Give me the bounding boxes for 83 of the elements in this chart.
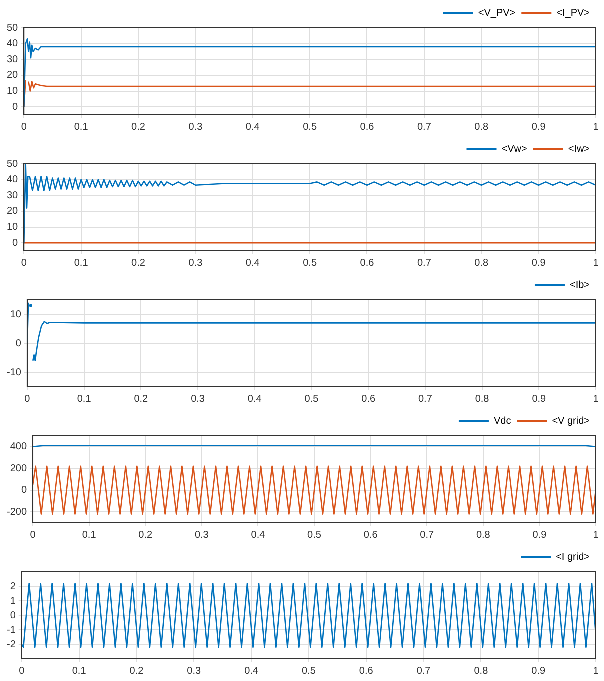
y-tick-label: 10: [7, 222, 19, 234]
legend-label: <I_PV>: [556, 8, 590, 19]
x-tick-label: 0.3: [187, 666, 202, 677]
legend-label: <V grid>: [552, 416, 590, 427]
x-tick-label: 1: [593, 394, 600, 405]
x-tick-label: 0.1: [82, 530, 97, 541]
y-tick-label: 40: [7, 174, 19, 186]
y-tick-label: 50: [7, 22, 19, 34]
x-tick-label: 0.4: [246, 258, 260, 269]
x-tick-label: 0.5: [304, 394, 320, 405]
x-tick-label: 0.7: [417, 122, 432, 133]
y-tick-label: 0: [12, 102, 19, 113]
y-tick-label: -1: [6, 624, 16, 636]
x-tick-label: 1: [593, 666, 600, 677]
y-tick-label: -10: [7, 367, 22, 378]
y-tick-label: 0: [10, 610, 16, 622]
x-tick-label: 0.6: [359, 666, 374, 677]
y-tick-label: 200: [10, 463, 28, 474]
x-tick-label: 0.9: [532, 122, 546, 133]
x-tick-label: 0.6: [360, 258, 375, 269]
x-tick-label: 0.8: [475, 394, 490, 405]
x-tick-label: 0.6: [362, 394, 376, 405]
y-tick-label: 0: [16, 338, 22, 350]
x-tick-label: 0.1: [72, 666, 87, 677]
x-tick-label: 0: [30, 530, 36, 541]
x-tick-label: 0.5: [303, 258, 318, 269]
x-tick-label: 0.9: [532, 666, 546, 677]
x-tick-label: 0.5: [303, 122, 318, 133]
x-tick-label: 1: [593, 530, 600, 541]
x-tick-label: 0.5: [308, 530, 322, 541]
x-tick-label: 0.2: [138, 530, 153, 541]
x-tick-label: 0.8: [474, 122, 490, 133]
y-tick-label: 20: [7, 70, 19, 82]
x-tick-label: 0.5: [302, 666, 316, 677]
x-tick-label: 0.4: [248, 394, 262, 405]
y-tick-label: 10: [7, 86, 19, 98]
x-tick-label: 0.3: [191, 394, 206, 405]
legend-label: <V_PV>: [478, 8, 516, 19]
legend-label: <I grid>: [556, 552, 590, 563]
x-tick-label: 0.8: [474, 666, 489, 677]
x-tick-label: 0.7: [417, 258, 432, 269]
x-tick-label: 0.2: [134, 394, 149, 405]
x-tick-label: 0.2: [132, 122, 146, 133]
x-tick-label: 0.1: [74, 122, 89, 133]
y-tick-label: -2: [6, 639, 16, 650]
x-tick-label: 0.8: [476, 530, 491, 541]
x-tick-label: 0.3: [188, 122, 204, 133]
y-tick-label: 1: [10, 596, 16, 607]
x-tick-label: 0.4: [251, 530, 266, 541]
legend-label: <Iw>: [568, 144, 590, 155]
x-tick-label: 0.2: [132, 258, 146, 269]
y-tick-label: 10: [10, 309, 22, 320]
legend-label: Vdc: [494, 416, 512, 427]
x-tick-label: 1: [593, 122, 600, 133]
y-tick-label: -200: [7, 506, 28, 518]
x-tick-label: 0.4: [244, 666, 259, 677]
y-tick-label: 2: [10, 581, 16, 592]
y-tick-label: 30: [7, 54, 19, 66]
legend-label: <Vw>: [502, 144, 528, 155]
legend-label: <Ib>: [570, 280, 590, 291]
x-tick-label: 0.6: [364, 530, 378, 541]
x-tick-label: 0.4: [246, 122, 260, 133]
x-tick-label: 1: [593, 258, 600, 269]
x-tick-label: 0.1: [77, 394, 92, 405]
y-tick-label: 20: [7, 206, 19, 218]
x-tick-label: 0.9: [532, 394, 547, 405]
x-tick-label: 0.6: [360, 122, 375, 133]
x-tick-label: 0.1: [74, 258, 89, 269]
x-tick-label: 0.9: [532, 258, 546, 269]
y-tick-label: 40: [7, 38, 19, 50]
x-tick-label: 0.3: [188, 258, 204, 269]
x-tick-label: 0.7: [418, 394, 433, 405]
x-tick-label: 0.2: [130, 666, 144, 677]
y-tick-label: 400: [10, 442, 28, 453]
x-tick-label: 0.8: [474, 258, 490, 269]
y-tick-label: 0: [12, 238, 19, 249]
x-tick-label: 0.9: [532, 530, 548, 541]
y-tick-label: 30: [7, 190, 19, 202]
x-tick-label: 0.7: [416, 666, 432, 677]
y-tick-label: 50: [7, 158, 19, 170]
x-tick-label: 0.7: [420, 530, 434, 541]
y-tick-label: 0: [21, 485, 28, 496]
x-tick-label: 0.3: [194, 530, 210, 541]
